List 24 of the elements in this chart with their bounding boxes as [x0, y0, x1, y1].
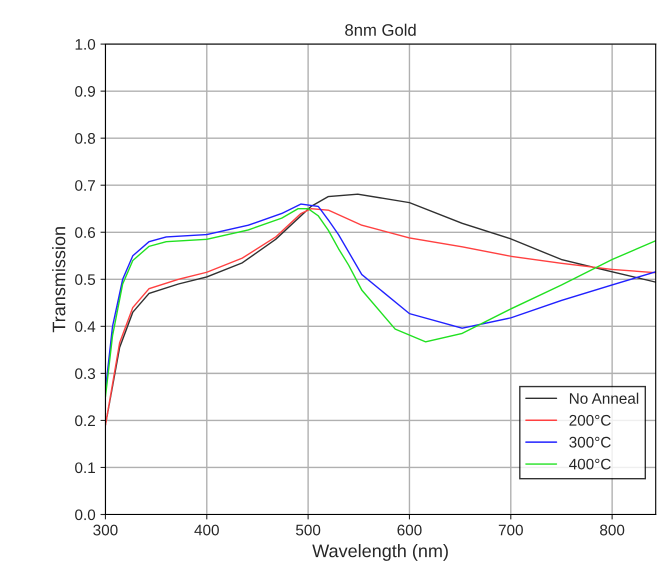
y-axis-title: Transmission — [52, 227, 66, 332]
y-tick-label: 0.3 — [75, 368, 96, 380]
legend-label: 300°C — [569, 436, 611, 448]
legend-label: No Anneal — [570, 392, 638, 404]
chart-title: 8nm Gold — [345, 24, 416, 36]
y-tick-label: 1.0 — [76, 38, 96, 50]
x-tick-label: 600 — [397, 524, 422, 536]
y-tick-label: 0.7 — [75, 180, 95, 191]
y-tick-label: 0.0 — [75, 509, 96, 520]
y-tick-label: 0.5 — [75, 274, 96, 285]
y-tick-label: 0.2 — [75, 415, 95, 426]
legend-label: 400°C — [569, 458, 611, 470]
y-tick-label: 0.1 — [75, 462, 95, 474]
legend-label: 200°C — [569, 414, 611, 426]
x-tick-label: 500 — [296, 524, 320, 536]
y-tick-label: 0.8 — [75, 133, 96, 144]
x-tick-label: 400 — [194, 524, 219, 536]
y-tick-label: 0.4 — [75, 321, 96, 332]
x-axis-title: Wavelength (nm) — [312, 544, 448, 561]
x-tick-label: 300 — [93, 524, 118, 536]
x-tick-label: 700 — [498, 524, 523, 536]
x-tick-label: 800 — [600, 524, 624, 536]
y-tick-label: 0.6 — [75, 227, 96, 238]
y-tick-label: 0.9 — [75, 86, 95, 97]
